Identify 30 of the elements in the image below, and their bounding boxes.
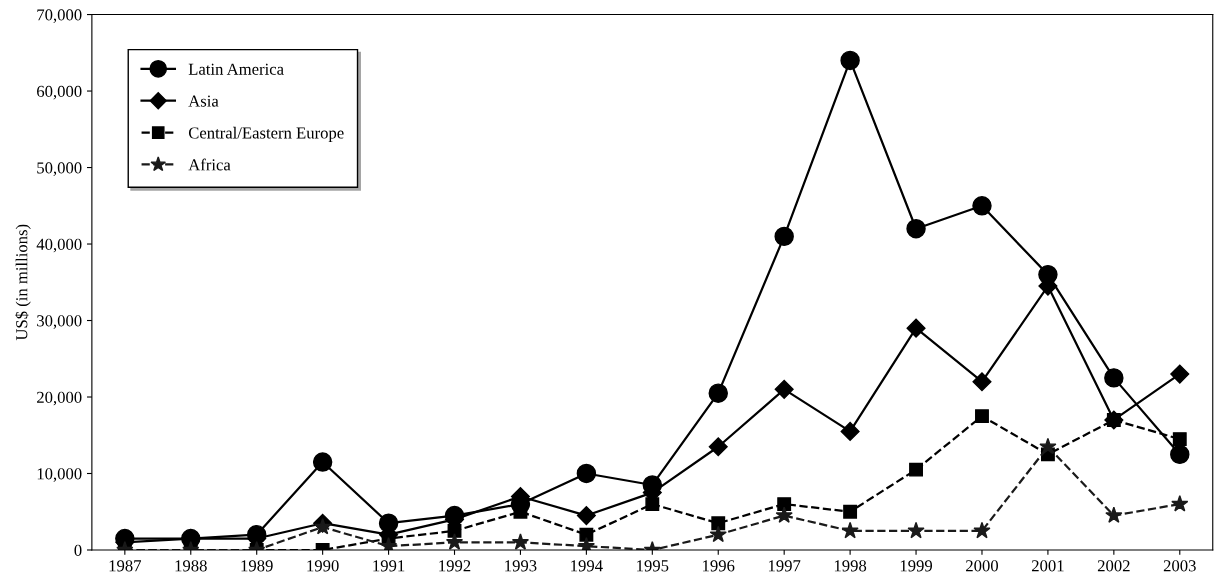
- y-tick-label: 30,000: [37, 315, 82, 329]
- x-tick-label: 1994: [571, 560, 603, 572]
- x-tick-label: 2000: [966, 560, 999, 572]
- legend-label: Asia: [188, 95, 219, 107]
- y-tick-label: 20,000: [37, 391, 82, 406]
- legend-label: Latin America: [188, 63, 284, 75]
- y-tick-label: 50,000: [37, 162, 82, 176]
- x-tick-label: 1991: [373, 560, 405, 572]
- y-tick-label: 70,000: [37, 9, 82, 23]
- x-tick-label: 2002: [1097, 560, 1130, 572]
- y-tick-label: 40,000: [36, 238, 82, 253]
- x-tick-label: 1987: [109, 560, 142, 572]
- x-tick-label: 1998: [834, 560, 867, 572]
- x-tick-label: 1988: [175, 560, 207, 572]
- y-tick-label: 0: [74, 544, 82, 556]
- x-tick-label: 1989: [241, 560, 273, 572]
- x-tick-label: 2001: [1031, 560, 1064, 572]
- legend-label: Central/Eastern Europe: [188, 126, 344, 142]
- x-tick-label: 1995: [637, 560, 669, 572]
- y-tick-label: 60,000: [37, 85, 82, 100]
- x-tick-label: 1992: [439, 560, 471, 572]
- x-tick-label: 1996: [703, 560, 735, 572]
- x-tick-label: 1997: [768, 560, 801, 572]
- x-tick-label: 1993: [505, 560, 537, 572]
- x-tick-label: 2003: [1163, 560, 1196, 572]
- x-tick-label: 1999: [900, 560, 933, 572]
- y-tick-label: 10,000: [37, 468, 82, 482]
- y-axis-title: US$ (in millions): [15, 224, 31, 341]
- legend-label: Africa: [188, 158, 231, 171]
- x-tick-label: 1990: [307, 560, 339, 572]
